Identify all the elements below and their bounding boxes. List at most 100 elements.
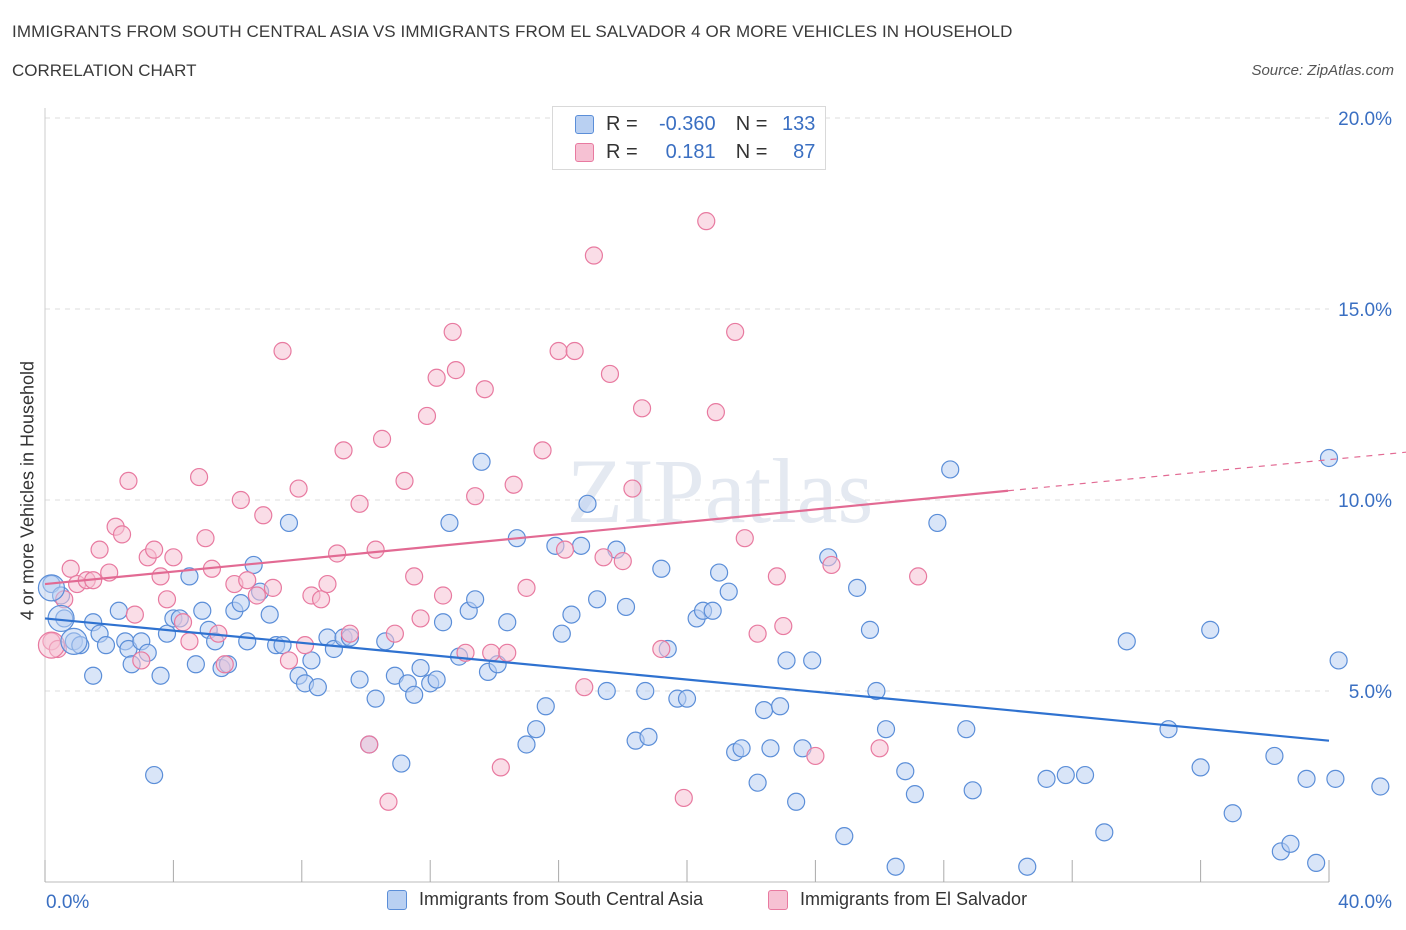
data-point-south-central-asia xyxy=(1329,651,1348,670)
data-point-el-salvador xyxy=(613,552,632,571)
n-value: 87 xyxy=(793,140,816,163)
data-point-south-central-asia xyxy=(440,513,459,533)
data-point-el-salvador xyxy=(482,643,501,662)
data-point-south-central-asia xyxy=(860,620,880,639)
data-point-el-salvador xyxy=(164,548,183,567)
data-point-south-central-asia xyxy=(273,636,292,655)
data-point-south-central-asia xyxy=(761,739,780,758)
data-point-south-central-asia xyxy=(308,678,327,697)
data-point-el-salvador xyxy=(517,578,536,597)
data-point-south-central-asia xyxy=(562,605,581,624)
data-point-south-central-asia xyxy=(719,582,738,601)
blue-swatch-icon xyxy=(575,114,594,134)
data-point-south-central-asia xyxy=(835,827,854,846)
data-point-el-salvador xyxy=(427,368,446,387)
data-point-el-salvador xyxy=(549,341,568,361)
data-point-south-central-asia xyxy=(109,601,128,620)
data-point-south-central-asia xyxy=(652,559,671,578)
r-label: R = xyxy=(606,112,638,135)
data-point-south-central-asia xyxy=(754,700,774,720)
data-point-south-central-asia xyxy=(350,670,369,689)
data-point-south-central-asia xyxy=(896,762,915,781)
data-point-el-salvador xyxy=(498,643,517,662)
data-point-south-central-asia xyxy=(1326,769,1345,788)
data-point-south-central-asia xyxy=(1037,769,1056,788)
data-point-el-salvador xyxy=(231,490,250,510)
data-point-el-salvador xyxy=(273,341,292,361)
blue-swatch-icon xyxy=(387,889,407,910)
data-point-el-salvador xyxy=(37,631,66,659)
data-point-south-central-asia xyxy=(37,574,66,602)
data-point-south-central-asia xyxy=(231,594,250,613)
data-point-el-salvador xyxy=(417,406,437,426)
data-point-south-central-asia xyxy=(941,460,960,479)
data-point-south-central-asia xyxy=(732,739,751,758)
pink-swatch-icon xyxy=(575,142,594,162)
legend-item-el-salvador[interactable]: Immigrants from El Salvador xyxy=(768,889,1027,910)
data-point-el-salvador xyxy=(247,586,266,605)
data-point-el-salvador xyxy=(706,403,725,422)
data-point-el-salvador xyxy=(279,651,299,670)
trend-line-el-salvador-extension xyxy=(1007,451,1406,492)
data-point-el-salvador xyxy=(726,322,745,342)
data-point-el-salvador xyxy=(909,567,928,586)
data-point-south-central-asia xyxy=(1223,804,1242,823)
data-point-el-salvador xyxy=(652,639,671,659)
data-point-south-central-asia xyxy=(392,754,411,773)
x-tick-label: 0.0% xyxy=(46,892,89,913)
data-point-el-salvador xyxy=(774,616,793,636)
r-label: R = xyxy=(606,140,638,163)
data-point-south-central-asia xyxy=(867,681,886,701)
data-point-el-salvador xyxy=(196,529,215,548)
trend-line-south-central-asia xyxy=(44,617,1330,742)
data-point-el-salvador xyxy=(446,361,465,380)
watermark: ZIPatlas xyxy=(567,440,874,542)
n-label: N = xyxy=(735,112,768,135)
data-point-south-central-asia xyxy=(1307,853,1326,873)
data-point-el-salvador xyxy=(632,399,652,418)
data-point-south-central-asia xyxy=(536,697,555,716)
data-point-el-salvador xyxy=(395,471,414,490)
data-point-el-salvador xyxy=(311,590,331,609)
data-point-south-central-asia xyxy=(905,785,925,804)
data-point-south-central-asia xyxy=(639,727,658,746)
data-point-el-salvador xyxy=(806,746,825,766)
data-point-el-salvador xyxy=(697,212,716,231)
data-point-south-central-asia xyxy=(703,601,722,620)
legend-item-south-central-asia[interactable]: Immigrants from South Central Asia xyxy=(387,889,703,910)
data-point-el-salvador xyxy=(254,506,273,525)
r-value: 0.181 xyxy=(665,140,716,163)
data-point-south-central-asia xyxy=(1281,834,1300,853)
data-point-south-central-asia xyxy=(957,720,976,739)
data-point-el-salvador xyxy=(61,559,80,578)
data-points xyxy=(37,212,1390,876)
data-point-el-salvador xyxy=(132,651,151,670)
data-point-el-salvador xyxy=(822,555,841,575)
data-point-el-salvador xyxy=(870,739,889,758)
y-tick-label: 20.0% xyxy=(1338,109,1392,130)
data-point-el-salvador xyxy=(533,441,552,460)
data-point-el-salvador xyxy=(328,544,347,563)
data-point-south-central-asia xyxy=(1095,823,1114,842)
y-tick-label: 15.0% xyxy=(1338,300,1392,321)
stats-row-south-central-asia: R = -0.360 N = 133 xyxy=(575,112,815,136)
data-point-el-salvador xyxy=(238,571,257,590)
chart-title: IMMIGRANTS FROM SOUTH CENTRAL ASIA VS IM… xyxy=(12,22,1013,41)
data-point-south-central-asia xyxy=(157,624,177,643)
data-point-south-central-asia xyxy=(1159,720,1178,739)
data-point-south-central-asia xyxy=(517,735,536,754)
source-credit: Source: ZipAtlas.com xyxy=(1251,62,1394,79)
data-point-el-salvador xyxy=(125,605,144,624)
data-point-south-central-asia xyxy=(1117,632,1136,651)
data-point-south-central-asia xyxy=(597,681,616,701)
data-point-south-central-asia xyxy=(279,513,299,533)
n-label: N = xyxy=(735,140,768,163)
data-point-el-salvador xyxy=(594,548,613,567)
trend-lines xyxy=(44,451,1406,742)
pink-swatch-icon xyxy=(768,889,788,910)
data-point-el-salvador xyxy=(119,471,138,490)
data-point-south-central-asia xyxy=(848,578,867,597)
stats-row-el-salvador: R = 0.181 N = 87 xyxy=(575,140,815,164)
data-point-south-central-asia xyxy=(777,651,796,670)
